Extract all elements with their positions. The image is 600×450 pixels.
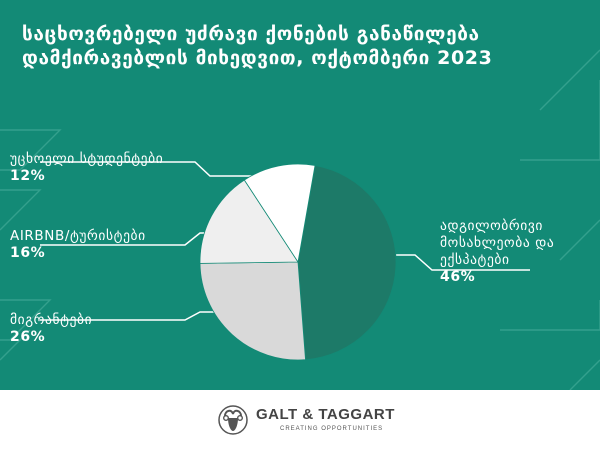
pie-chart [40, 161, 530, 361]
slice-label-name-line-1: ადგილობრივი [440, 218, 543, 234]
ram-head-icon [218, 405, 248, 435]
footer: GALT & TAGGART CREATING OPPORTUNITIES [0, 390, 600, 450]
slice-label-value: 16% [10, 245, 46, 261]
legend-label-students: უცხოელი სტუდენტები 12% [10, 151, 163, 185]
pie-slice-migrants [199, 261, 306, 361]
leader-line-local [390, 254, 530, 271]
legend-label-airbnb: AIRBNB/ტურისტები 16% [10, 228, 146, 262]
leader-line-students [40, 161, 262, 177]
slice-label-value: 26% [10, 329, 46, 345]
legend-label-migrants: მიგრანტები 26% [10, 312, 92, 346]
slice-label-value: 46% [440, 269, 476, 285]
slice-label-value: 12% [10, 168, 46, 184]
title-line-1: საცხოვრებელი უძრავი ქონების განაწილება [22, 23, 480, 45]
pie-slice-local [297, 165, 397, 361]
brand-logo[interactable]: GALT & TAGGART CREATING OPPORTUNITIES [218, 404, 408, 438]
brand-name: GALT & TAGGART [256, 406, 395, 423]
chart-title: საცხოვრებელი უძრავი ქონების განაწილება დ… [22, 22, 582, 70]
background-pattern [0, 49, 600, 390]
brand-tagline: CREATING OPPORTUNITIES [280, 426, 384, 432]
slice-label-name-line-3: ექსპატები [440, 252, 510, 268]
pie-slice-airbnb [199, 179, 299, 264]
title-line-2: დამქირავებლის მიხედვით, ოქტომბერი 2023 [22, 47, 493, 69]
pie-slice-students [243, 163, 316, 264]
legend-label-local: ადგილობრივი მოსახლეობა და ექსპატები 46% [440, 218, 554, 286]
slice-label-name: უცხოელი სტუდენტები [10, 151, 164, 167]
slice-label-name: მიგრანტები [10, 312, 93, 328]
slice-label-name: AIRBNB/ტურისტები [10, 228, 146, 244]
slice-label-name-line-2: მოსახლეობა და [440, 235, 555, 251]
